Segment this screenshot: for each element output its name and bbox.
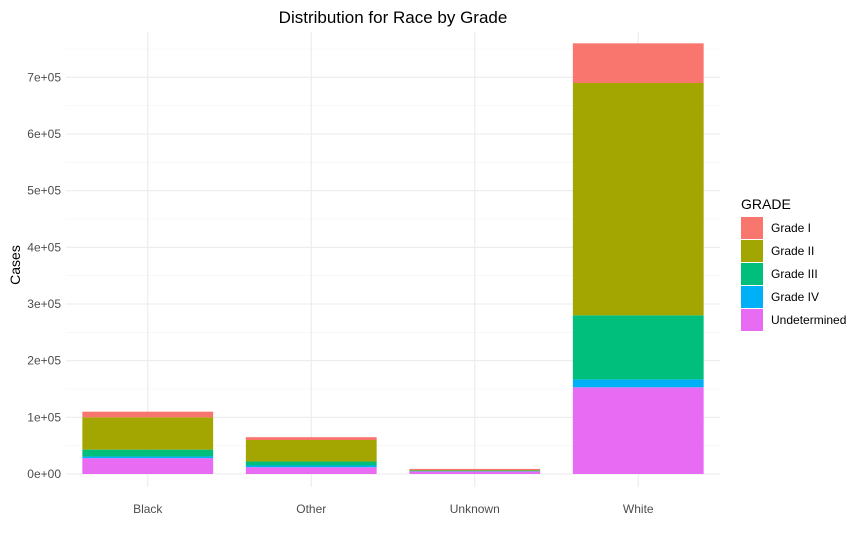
y-axis-title: Cases	[7, 245, 23, 285]
x-axis-ticks: Black Other Unknown White	[133, 502, 654, 516]
legend-key-grade-iii	[741, 263, 763, 285]
legend-key-grade-ii	[741, 240, 763, 262]
y-tick-label: 6e+05	[27, 127, 61, 141]
legend-key-undetermined	[741, 309, 763, 331]
bar-unknown-grade-ii	[409, 470, 541, 471]
x-tick-label: Unknown	[450, 502, 500, 516]
bar-white-grade-i	[572, 43, 704, 83]
bar-other-grade-i	[245, 437, 377, 440]
bar-other-grade-iii	[245, 461, 377, 466]
bar-other-grade-iv	[245, 465, 377, 468]
chart-title: Distribution for Race by Grade	[279, 8, 508, 27]
legend: GRADE Grade I Grade II Grade III Grade IV Un…	[741, 196, 846, 331]
bar-white-grade-iv	[572, 379, 704, 388]
y-tick-label: 7e+05	[27, 70, 61, 84]
bar-unknown-grade-iii	[409, 470, 541, 472]
y-axis-ticks: 0e+00 1e+05 2e+05 3e+05 4e+05 5e+05 6e+05 7e+05	[27, 70, 61, 481]
y-tick-label: 2e+05	[27, 354, 61, 368]
bar-other-undetermined	[245, 467, 377, 474]
x-tick-label: Other	[296, 502, 326, 516]
legend-label-grade-i: Grade I	[771, 221, 811, 235]
bar-white-grade-iii	[572, 315, 704, 380]
bar-unknown-undetermined	[409, 471, 541, 474]
legend-label-undetermined: Undetermined	[771, 313, 846, 327]
y-tick-label: 4e+05	[27, 240, 61, 254]
legend-title: GRADE	[741, 196, 791, 212]
y-tick-label: 0e+00	[27, 467, 61, 481]
bar-other-grade-ii	[245, 440, 377, 462]
bar-white-grade-ii	[572, 83, 704, 316]
y-tick-label: 1e+05	[27, 410, 61, 424]
legend-label-grade-iv: Grade IV	[771, 290, 819, 304]
bar-unknown-grade-i	[409, 468, 541, 471]
bars	[82, 43, 704, 474]
x-tick-label: Black	[133, 502, 163, 516]
legend-label-grade-ii: Grade II	[771, 244, 814, 258]
bar-black-grade-i	[82, 411, 214, 418]
legend-label-grade-iii: Grade III	[771, 267, 818, 281]
bar-white-undetermined	[572, 387, 704, 474]
y-tick-label: 5e+05	[27, 184, 61, 198]
legend-key-grade-iv	[741, 286, 763, 308]
x-tick-label: White	[623, 502, 654, 516]
legend-key-grade-i	[741, 217, 763, 239]
bar-black-grade-ii	[82, 417, 214, 450]
y-tick-label: 3e+05	[27, 297, 61, 311]
bar-black-grade-iii	[82, 449, 214, 457]
bar-black-grade-iv	[82, 456, 214, 459]
bar-black-undetermined	[82, 458, 214, 474]
